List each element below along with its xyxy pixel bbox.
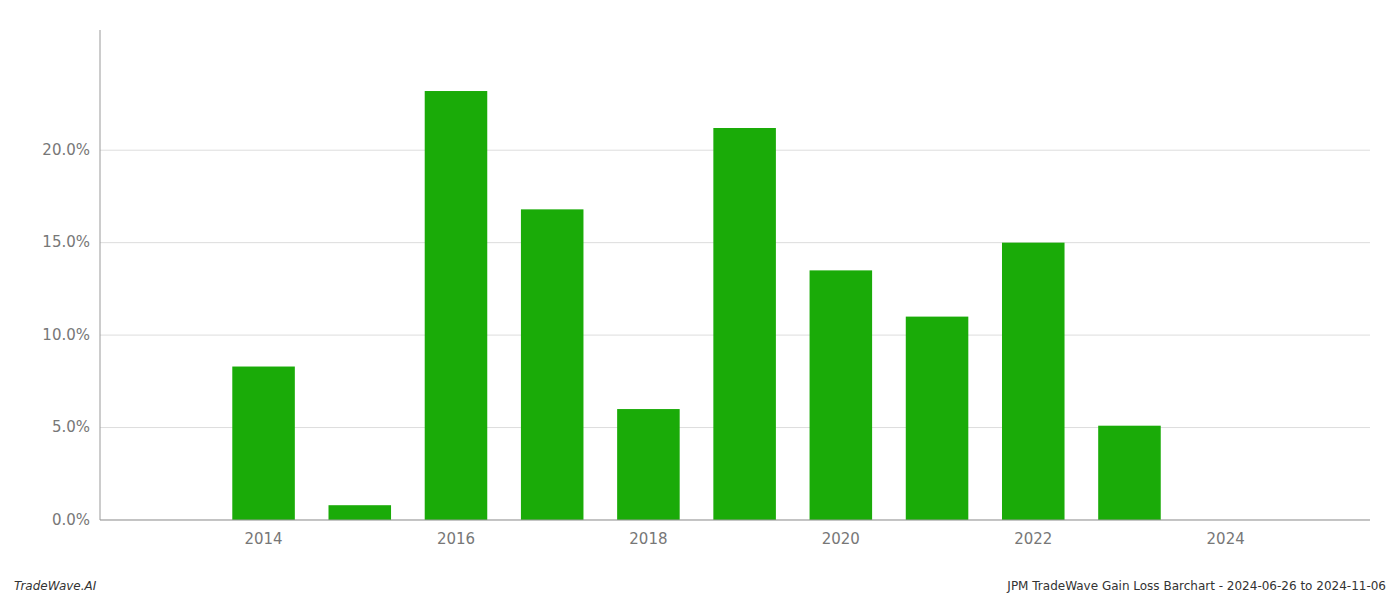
bar: [521, 209, 584, 520]
footer-right: JPM TradeWave Gain Loss Barchart - 2024-…: [1006, 579, 1386, 593]
y-tick-label: 5.0%: [52, 418, 90, 436]
y-tick-label: 10.0%: [42, 326, 90, 344]
y-tick-label: 20.0%: [42, 141, 90, 159]
x-tick-label: 2020: [822, 530, 860, 548]
y-tick-label: 15.0%: [42, 233, 90, 251]
x-tick-label: 2018: [629, 530, 667, 548]
grid-line: [100, 520, 1370, 521]
x-tick-label: 2022: [1014, 530, 1052, 548]
x-axis-line: [100, 520, 1370, 521]
bar: [329, 505, 392, 520]
chart: 0.0% 5.0% 10.0% 15.0% 20.0% 2014 2016 2018 2020 2…: [0, 0, 1400, 600]
bar: [1002, 243, 1065, 520]
chart-container: 0.0% 5.0% 10.0% 15.0% 20.0% 2014 2016 2018 2020 2…: [0, 0, 1400, 600]
bars: [232, 91, 1160, 520]
bar: [1098, 426, 1161, 520]
x-tick-label: 2014: [244, 530, 282, 548]
bar: [617, 409, 680, 520]
y-tick-label: 0.0%: [52, 511, 90, 529]
x-tick-label: 2016: [437, 530, 475, 548]
bar: [906, 317, 969, 520]
bar: [232, 367, 295, 520]
bar: [810, 270, 873, 520]
footer-left: TradeWave.AI: [14, 579, 97, 593]
bar: [425, 91, 488, 520]
y-axis-line: [100, 30, 101, 520]
bar: [713, 128, 776, 520]
x-tick-label: 2024: [1207, 530, 1245, 548]
